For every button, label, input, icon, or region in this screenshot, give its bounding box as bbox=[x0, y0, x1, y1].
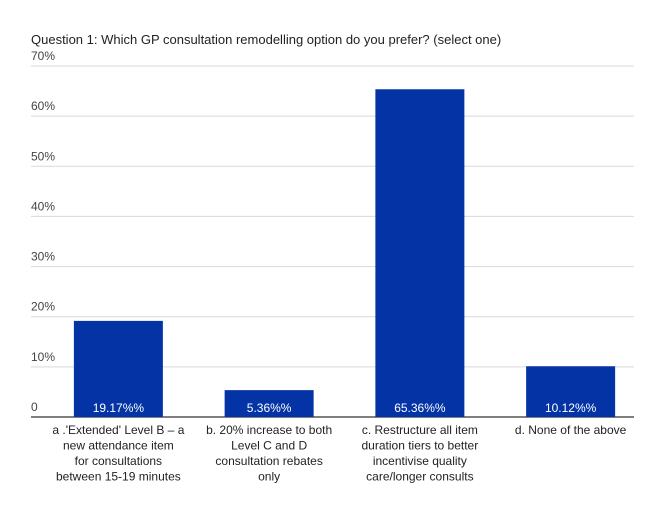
y-tick-label: 10% bbox=[31, 350, 55, 364]
y-tick-label: 0 bbox=[31, 400, 38, 414]
x-category-label: only bbox=[258, 470, 280, 484]
x-category-label: between 15-19 minutes bbox=[56, 470, 181, 484]
bar-data-label: 5.36%% bbox=[247, 401, 292, 415]
y-tick-label: 40% bbox=[31, 199, 55, 213]
bar-data-label: 19.17%% bbox=[93, 401, 145, 415]
x-category-label: new attendance item bbox=[63, 439, 174, 453]
chart-title: Question 1: Which GP consultation remode… bbox=[31, 32, 502, 47]
bar bbox=[73, 320, 163, 417]
x-category-label: a .'Extended' Level B – a bbox=[52, 423, 184, 437]
y-tick-label: 20% bbox=[31, 300, 55, 314]
x-category-label: d. None of the above bbox=[515, 423, 627, 437]
x-category-label: consultation rebates bbox=[215, 454, 322, 468]
x-category-label: b. 20% increase to both bbox=[206, 423, 332, 437]
x-category-label: duration tiers to better bbox=[362, 439, 479, 453]
bar bbox=[526, 366, 616, 417]
x-category-label: Level C and D bbox=[231, 439, 307, 453]
y-tick-label: 60% bbox=[31, 99, 55, 113]
bar bbox=[224, 390, 314, 417]
x-category-label: for consultations bbox=[75, 454, 162, 468]
y-tick-label: 30% bbox=[31, 250, 55, 264]
y-tick-label: 70% bbox=[31, 49, 55, 63]
x-category-label: care/longer consults bbox=[366, 470, 473, 484]
bar-data-label: 10.12%% bbox=[545, 401, 597, 415]
bar-data-label: 65.36%% bbox=[394, 401, 446, 415]
x-category-label: c. Restructure all item bbox=[362, 423, 478, 437]
x-category-label: incentivise quality bbox=[373, 454, 467, 468]
y-tick-label: 50% bbox=[31, 149, 55, 163]
bar bbox=[375, 89, 465, 417]
